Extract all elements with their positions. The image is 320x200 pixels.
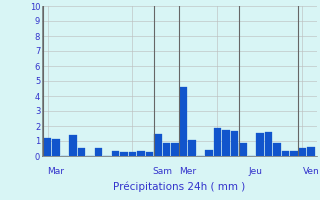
Bar [44,138,52,156]
Bar [78,148,85,156]
Bar [171,143,179,156]
Bar [214,128,221,156]
Bar [265,132,272,156]
Text: Sam: Sam [152,167,172,176]
Text: Précipitations 24h ( mm ): Précipitations 24h ( mm ) [113,182,245,192]
Bar [146,152,153,156]
Text: Mar: Mar [48,167,65,176]
Bar [112,151,119,156]
Bar [307,147,315,156]
Bar [256,133,264,156]
Bar [239,142,247,156]
Bar [231,131,238,156]
Bar [95,148,102,156]
Bar [120,152,128,156]
Bar [154,134,162,156]
Bar [69,135,77,156]
Text: Ven: Ven [302,167,319,176]
Text: Mer: Mer [179,167,196,176]
Bar [52,139,60,156]
Bar [129,152,136,156]
Bar [273,142,281,156]
Bar [137,151,145,156]
Bar [180,87,187,156]
Bar [299,148,306,156]
Bar [282,151,289,156]
Bar [222,130,230,156]
Bar [188,140,196,156]
Bar [290,151,298,156]
Text: Jeu: Jeu [249,167,263,176]
Bar [205,150,213,156]
Bar [163,143,170,156]
